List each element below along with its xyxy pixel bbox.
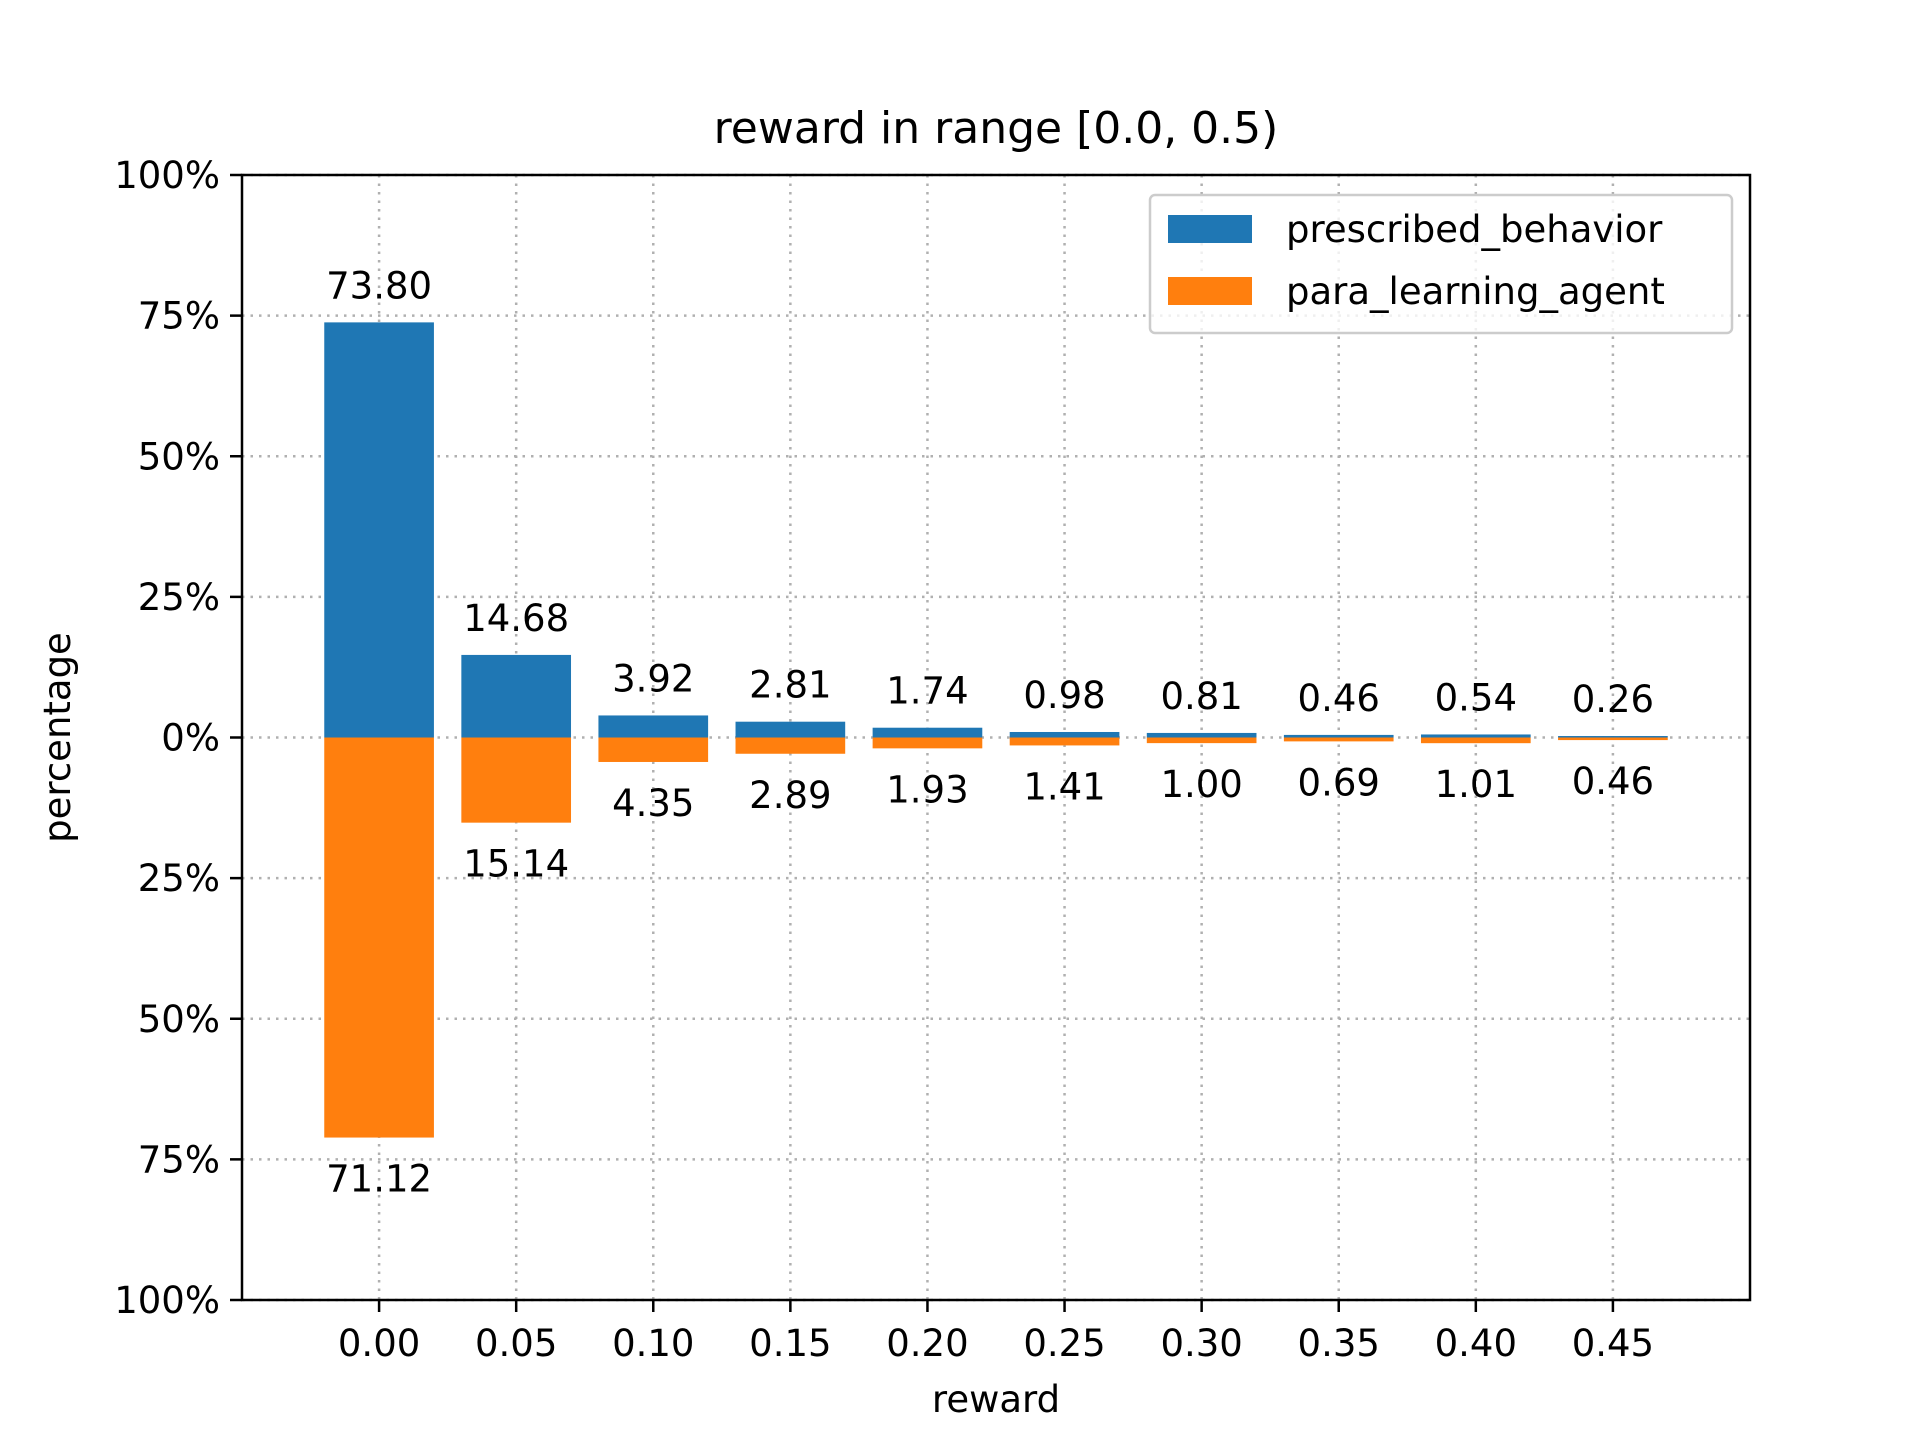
bar-prescribed-behavior (1009, 731, 1120, 738)
bar-value-label: 1.01 (1435, 763, 1517, 806)
y-tick-label: 50% (138, 435, 220, 478)
bar-value-label: 1.00 (1160, 763, 1242, 806)
y-tick-label: 75% (138, 295, 220, 338)
legend-label-para-learning-agent: para_learning_agent (1286, 270, 1665, 313)
bar-value-label: 0.46 (1298, 677, 1380, 720)
legend: prescribed_behavior para_learning_agent (1148, 193, 1734, 335)
x-tick-label: 0.35 (1298, 1322, 1380, 1365)
bar-value-label: 73.80 (326, 264, 432, 307)
x-tick-label: 0.30 (1160, 1322, 1242, 1365)
bar-para-learning-agent (461, 737, 572, 823)
bar-value-label: 4.35 (612, 782, 694, 825)
x-tick-label: 0.40 (1435, 1322, 1517, 1365)
y-tick-label: 75% (138, 1138, 220, 1181)
y-axis-title: percentage (36, 632, 79, 843)
bar-value-label: 0.46 (1572, 760, 1654, 803)
bar-prescribed-behavior (324, 322, 434, 738)
bar-para-learning-agent (1558, 737, 1668, 741)
bar-labels: 73.80 14.68 3.92 2.81 1.74 0.98 0.81 0.46 0.54 0.… (326, 264, 1654, 1200)
chart-title: reward in range [0.0, 0.5) (714, 103, 1279, 154)
bar-value-label: 2.89 (749, 774, 831, 817)
bar-para-learning-agent (598, 737, 709, 762)
legend-box (1148, 193, 1734, 335)
bar-para-learning-agent (1420, 737, 1531, 744)
bar-para-learning-agent (324, 737, 434, 1138)
bar-value-label: 0.98 (1023, 674, 1105, 717)
legend-swatch-para-learning-agent (1168, 277, 1252, 305)
legend-label-prescribed-behavior: prescribed_behavior (1286, 208, 1663, 251)
bar-value-label: 14.68 (463, 597, 569, 640)
y-tick-label: 0% (161, 717, 220, 760)
bar-value-label: 15.14 (463, 843, 569, 886)
bar-para-learning-agent (1146, 737, 1257, 744)
bar-prescribed-behavior (1420, 734, 1531, 738)
x-tick-label: 0.25 (1023, 1322, 1105, 1365)
bar-para-learning-agent (735, 737, 846, 754)
x-tick-label: 0.00 (338, 1322, 420, 1365)
bar-value-label: 1.74 (886, 670, 968, 713)
y-tick-label: 100% (114, 154, 220, 197)
bar-prescribed-behavior (735, 721, 846, 738)
bar-value-label: 2.81 (749, 664, 831, 707)
x-axis-title: reward (932, 1378, 1060, 1421)
y-tick-label: 100% (114, 1279, 220, 1322)
bar-value-label: 3.92 (612, 657, 694, 700)
x-tick-label: 0.20 (886, 1322, 968, 1365)
bar-prescribed-behavior (598, 715, 709, 738)
bar-value-label: 1.93 (886, 768, 968, 811)
bar-prescribed-behavior (1283, 734, 1394, 738)
bars (324, 322, 1668, 1138)
y-tick-label: 25% (138, 576, 220, 619)
bar-value-label: 0.81 (1160, 675, 1242, 718)
x-tick-label: 0.45 (1572, 1322, 1654, 1365)
x-tick-label: 0.10 (612, 1322, 694, 1365)
bar-prescribed-behavior (1558, 736, 1668, 738)
bar-para-learning-agent (872, 737, 983, 749)
bar-value-label: 0.69 (1298, 761, 1380, 804)
y-tick-label: 50% (138, 998, 220, 1041)
x-tick-label: 0.15 (749, 1322, 831, 1365)
bar-para-learning-agent (1283, 737, 1394, 742)
bar-prescribed-behavior (1146, 732, 1257, 738)
bar-value-label: 0.54 (1435, 676, 1517, 719)
legend-swatch-prescribed-behavior (1168, 215, 1252, 243)
bar-prescribed-behavior (872, 727, 983, 738)
y-tick-label: 25% (138, 857, 220, 900)
x-tick-label: 0.05 (475, 1322, 557, 1365)
bar-value-label: 1.41 (1023, 765, 1105, 808)
bar-para-learning-agent (1009, 737, 1120, 746)
bar-value-label: 0.26 (1572, 678, 1654, 721)
bar-prescribed-behavior (461, 654, 572, 738)
axis-ticks: 0.00 0.05 0.10 0.15 0.20 0.25 0.30 0.35 0.40 0.45… (114, 154, 1654, 1365)
bar-value-label: 71.12 (326, 1158, 432, 1201)
